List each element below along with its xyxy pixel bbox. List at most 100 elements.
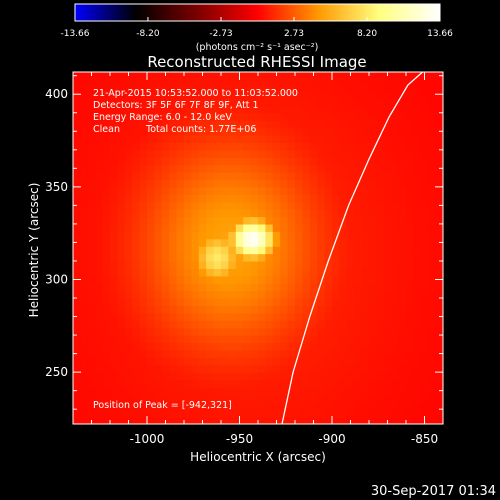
heatmap-cell <box>406 186 414 195</box>
heatmap-cell <box>346 97 355 106</box>
heatmap-cell <box>428 120 437 129</box>
heatmap-cell <box>95 164 104 173</box>
heatmap-cell <box>376 223 385 232</box>
heatmap-cell <box>287 83 296 92</box>
heatmap-cell <box>235 157 244 166</box>
heatmap-cell <box>369 394 377 403</box>
heatmap-cell <box>132 223 141 232</box>
annotation-block: 21-Apr-2015 10:53:52.000 to 11:03:52.000… <box>93 88 298 411</box>
heatmap-cell <box>361 394 370 403</box>
heatmap-cell <box>80 379 89 388</box>
heatmap-cell <box>406 209 414 218</box>
heatmap-cell <box>184 164 192 173</box>
heatmap-cell <box>87 179 96 188</box>
heatmap-cell <box>413 194 422 203</box>
heatmap-cell <box>339 83 348 92</box>
heatmap-cell <box>191 75 200 84</box>
heatmap-cell <box>272 364 281 373</box>
heatmap-cell <box>332 209 340 218</box>
heatmap-cell <box>117 75 126 84</box>
heatmap-cell <box>102 179 111 188</box>
heatmap-cell <box>280 386 289 395</box>
heatmap-cell <box>176 379 185 388</box>
heatmap-cell <box>391 312 400 321</box>
heatmap-cell <box>191 83 200 92</box>
heatmap-cell <box>147 357 155 366</box>
heatmap-cell <box>265 157 274 166</box>
heatmap-cell <box>154 120 163 129</box>
heatmap-cell <box>339 409 348 418</box>
heatmap-cell <box>280 172 289 181</box>
heatmap-cell <box>413 172 422 181</box>
heatmap-cell <box>332 201 340 210</box>
heatmap-cell <box>428 105 437 114</box>
heatmap-cell <box>287 105 296 114</box>
heatmap-cell <box>198 409 207 418</box>
heatmap-cell <box>243 416 252 424</box>
heatmap-cell <box>213 275 222 284</box>
heatmap-cell <box>124 201 133 210</box>
heatmap-cell <box>309 172 318 181</box>
heatmap-cell <box>295 149 303 158</box>
heatmap-cell <box>243 172 252 181</box>
heatmap-cell <box>87 164 96 173</box>
heatmap-cell <box>154 386 163 395</box>
heatmap-cell <box>117 342 126 351</box>
heatmap-cell <box>258 275 266 284</box>
heatmap-cell <box>287 342 296 351</box>
heatmap-cell <box>154 364 163 373</box>
heatmap-cell <box>258 260 266 269</box>
heatmap-cell <box>339 209 348 218</box>
heatmap-cell <box>317 164 326 173</box>
heatmap-cell <box>147 386 155 395</box>
heatmap-cell <box>398 283 407 292</box>
heatmap-cell <box>184 364 192 373</box>
heatmap-cell <box>420 164 429 173</box>
heatmap-cell <box>346 216 355 225</box>
heatmap-cell <box>198 134 207 143</box>
heatmap-cell <box>398 320 407 329</box>
heatmap-cell <box>206 194 215 203</box>
heatmap-cell <box>169 312 178 321</box>
heatmap-cell <box>117 97 126 106</box>
heatmap-cell <box>198 290 207 299</box>
heatmap-cell <box>332 416 340 424</box>
heatmap-cell <box>161 172 170 181</box>
heatmap-cell <box>154 231 163 240</box>
heatmap-cell <box>87 231 96 240</box>
heatmap-cell <box>346 209 355 218</box>
heatmap-cell <box>95 134 104 143</box>
heatmap-cell <box>413 349 422 358</box>
heatmap-cell <box>324 231 333 240</box>
heatmap-cell <box>176 216 185 225</box>
heatmap-cell <box>73 253 81 262</box>
heatmap-cell <box>428 357 437 366</box>
heatmap-cell <box>287 75 296 84</box>
heatmap-cell <box>176 312 185 321</box>
heatmap-cell <box>391 364 400 373</box>
heatmap-cell <box>161 357 170 366</box>
heatmap-cell <box>132 201 141 210</box>
peak-position-label: Position of Peak = [-942,321] <box>93 400 232 411</box>
heatmap-cell <box>391 75 400 84</box>
heatmap-cell <box>332 246 340 255</box>
heatmap-cell <box>272 327 281 336</box>
heatmap-cell <box>110 335 118 344</box>
heatmap-cell <box>184 246 192 255</box>
heatmap-cell <box>102 409 111 418</box>
heatmap-cell <box>272 112 281 121</box>
heatmap-cell <box>87 298 96 307</box>
heatmap-cell <box>87 349 96 358</box>
heatmap-cell <box>361 201 370 210</box>
heatmap-cell <box>295 90 303 99</box>
heatmap-cell <box>117 194 126 203</box>
heatmap-cell <box>95 216 104 225</box>
heatmap-cell <box>302 179 311 188</box>
heatmap-cell <box>280 194 289 203</box>
heatmap-cell <box>176 186 185 195</box>
heatmap-cell <box>95 357 104 366</box>
heatmap-cell <box>324 312 333 321</box>
heatmap-cell <box>354 134 363 143</box>
heatmap-cell <box>361 364 370 373</box>
heatmap-cell <box>184 401 192 410</box>
